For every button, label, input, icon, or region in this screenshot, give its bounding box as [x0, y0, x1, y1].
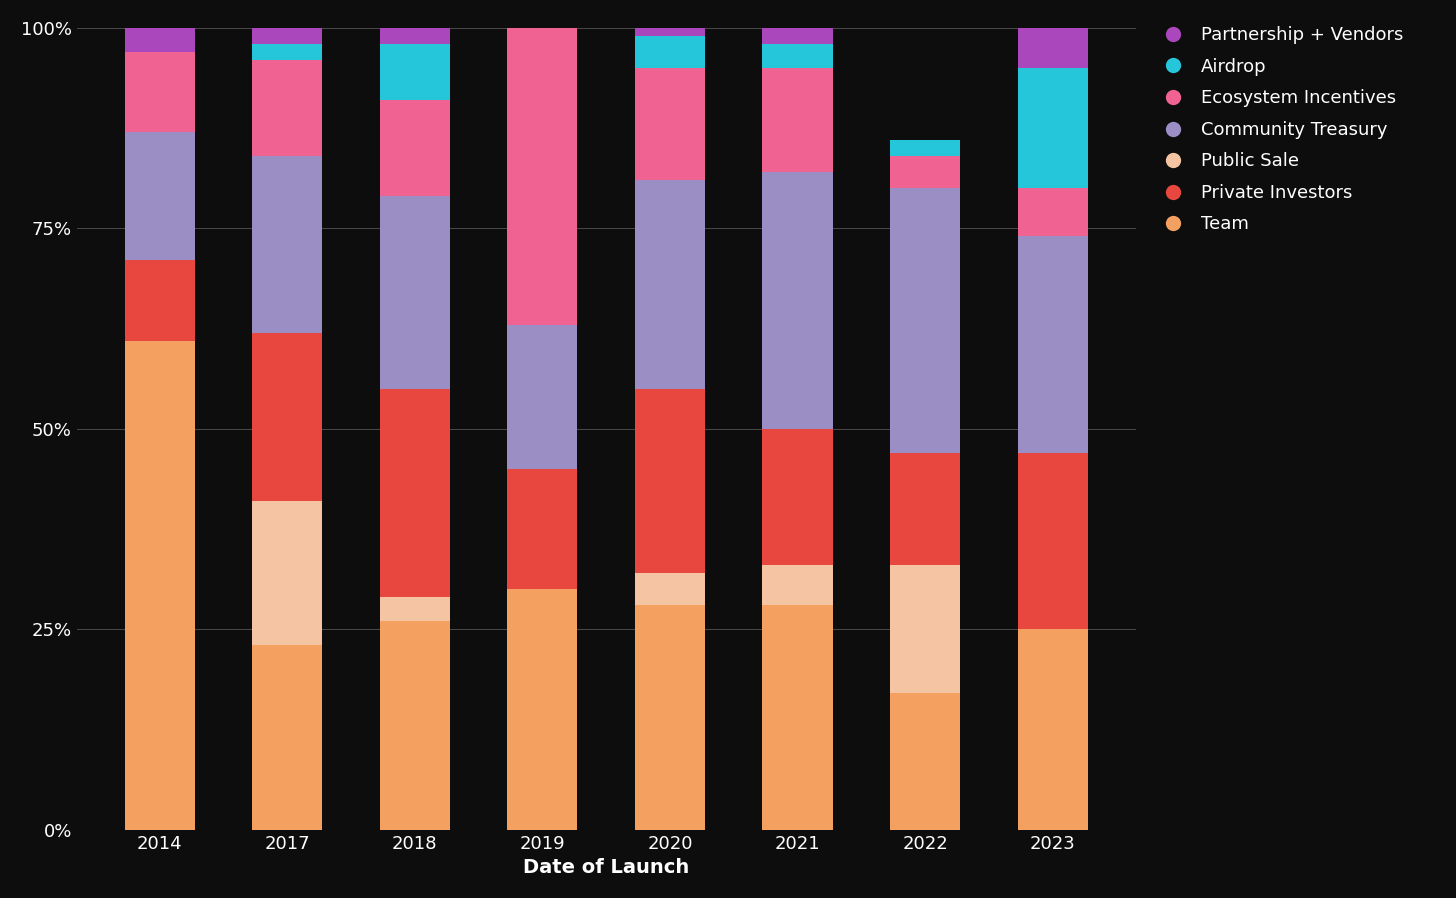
Bar — [635, 68, 705, 180]
Bar — [125, 52, 195, 132]
Bar — [252, 60, 322, 156]
Bar — [890, 140, 961, 156]
Bar — [380, 197, 450, 389]
Bar — [890, 189, 961, 453]
Bar — [125, 28, 195, 52]
Bar — [635, 180, 705, 389]
Bar — [252, 332, 322, 501]
Bar — [635, 605, 705, 830]
Bar — [252, 646, 322, 830]
Bar — [635, 28, 705, 36]
Bar — [1018, 629, 1088, 830]
Bar — [252, 28, 322, 44]
Bar — [380, 597, 450, 621]
Bar — [890, 693, 961, 830]
X-axis label: Date of Launch: Date of Launch — [523, 858, 689, 877]
Bar — [763, 605, 833, 830]
Bar — [252, 44, 322, 60]
Bar — [507, 589, 578, 830]
Bar — [1018, 28, 1088, 68]
Bar — [252, 156, 322, 332]
Bar — [125, 340, 195, 830]
Bar — [380, 100, 450, 197]
Bar — [1018, 236, 1088, 453]
Bar — [763, 428, 833, 565]
Bar — [763, 28, 833, 44]
Bar — [890, 565, 961, 693]
Legend: Partnership + Vendors, Airdrop, Ecosystem Incentives, Community Treasury, Public: Partnership + Vendors, Airdrop, Ecosyste… — [1150, 21, 1408, 239]
Bar — [507, 324, 578, 469]
Bar — [1018, 189, 1088, 236]
Bar — [763, 172, 833, 428]
Bar — [125, 132, 195, 260]
Bar — [890, 156, 961, 189]
Bar — [380, 28, 450, 44]
Bar — [125, 260, 195, 340]
Bar — [380, 44, 450, 100]
Bar — [763, 68, 833, 172]
Bar — [507, 28, 578, 324]
Bar — [635, 573, 705, 605]
Bar — [507, 469, 578, 589]
Bar — [635, 389, 705, 573]
Bar — [890, 453, 961, 565]
Bar — [1018, 68, 1088, 189]
Bar — [763, 565, 833, 605]
Bar — [380, 621, 450, 830]
Bar — [763, 44, 833, 68]
Bar — [1018, 453, 1088, 629]
Bar — [380, 389, 450, 597]
Bar — [635, 36, 705, 68]
Bar — [252, 501, 322, 646]
